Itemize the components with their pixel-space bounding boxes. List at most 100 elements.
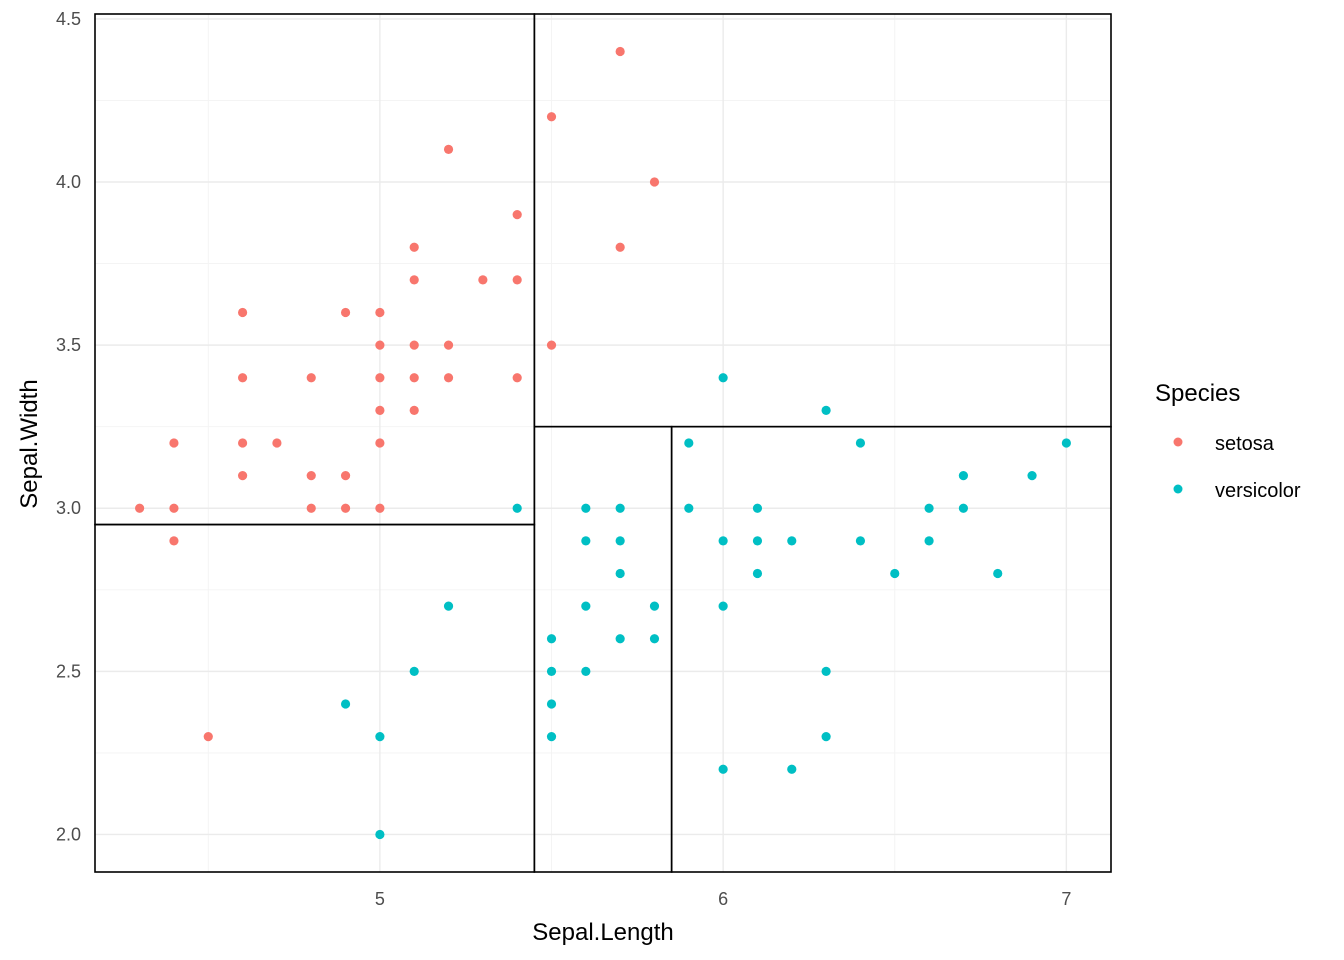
x-tick-label: 5	[375, 889, 385, 909]
data-point-versicolor	[718, 601, 728, 611]
data-point-versicolor	[821, 732, 831, 742]
data-point-versicolor	[546, 699, 557, 709]
data-point-setosa	[237, 471, 248, 481]
data-point-versicolor	[581, 536, 591, 546]
data-point-setosa	[340, 503, 351, 513]
legend-label-setosa: setosa	[1215, 433, 1275, 455]
data-point-setosa	[512, 373, 522, 383]
data-point-setosa	[169, 503, 179, 513]
partition-box-3	[533, 425, 673, 873]
legend-label-versicolor: versicolor	[1215, 480, 1301, 502]
data-point-versicolor	[581, 666, 591, 676]
data-point-setosa	[135, 503, 145, 513]
data-point-setosa	[649, 177, 660, 187]
data-point-versicolor	[684, 503, 694, 513]
y-tick-label: 3.0	[56, 498, 81, 518]
data-point-setosa	[443, 144, 454, 154]
data-point-versicolor	[752, 568, 763, 579]
data-point-setosa	[340, 471, 351, 481]
tick-labels: 5 6 7 2.0 2.5 3.0 3.5 4.0 4.5	[56, 9, 1071, 909]
data-point-versicolor	[375, 829, 385, 840]
data-point-setosa	[443, 340, 454, 350]
data-point-versicolor	[787, 536, 797, 546]
data-point-setosa	[237, 307, 248, 318]
data-point-setosa	[306, 471, 316, 481]
y-tick-label: 3.5	[56, 335, 81, 355]
data-point-setosa	[512, 210, 522, 220]
data-point-versicolor	[546, 634, 557, 644]
data-point-setosa	[375, 405, 385, 415]
data-point-setosa	[478, 275, 488, 285]
data-point-setosa	[169, 536, 179, 546]
x-tick-label: 7	[1061, 889, 1071, 909]
data-point-setosa	[306, 503, 316, 513]
y-tick-label: 4.0	[56, 172, 81, 192]
data-point-setosa	[443, 373, 454, 383]
data-point-setosa	[409, 242, 419, 252]
x-axis-title: Sepal.Length	[532, 919, 673, 946]
data-point-versicolor	[718, 373, 728, 383]
y-axis-title: Sepal.Width	[16, 379, 43, 508]
data-point-versicolor	[684, 438, 694, 448]
data-point-setosa	[512, 275, 522, 285]
data-point-setosa	[306, 373, 316, 383]
data-point-setosa	[615, 242, 625, 252]
data-point-versicolor	[821, 405, 831, 415]
data-point-versicolor	[787, 764, 797, 774]
data-point-versicolor	[340, 699, 351, 709]
data-point-versicolor	[718, 764, 728, 774]
data-point-versicolor	[649, 601, 660, 611]
data-point-versicolor	[1061, 438, 1071, 448]
partition-box-1	[94, 523, 536, 873]
data-point-versicolor	[855, 536, 866, 546]
data-point-versicolor	[958, 503, 969, 513]
data-point-versicolor	[924, 536, 934, 546]
data-point-versicolor	[993, 568, 1003, 579]
data-point-versicolor	[409, 666, 419, 676]
data-point-versicolor	[855, 438, 866, 448]
data-point-versicolor	[958, 471, 969, 481]
y-tick-label: 2.5	[56, 661, 81, 681]
data-point-setosa	[375, 340, 385, 350]
data-point-setosa	[237, 438, 248, 448]
legend: Species setosa versicolor	[1155, 380, 1301, 502]
data-point-setosa	[203, 732, 213, 742]
data-point-setosa	[409, 405, 419, 415]
data-point-versicolor	[615, 536, 625, 546]
data-point-setosa	[237, 373, 248, 383]
data-point-setosa	[272, 438, 282, 448]
data-point-versicolor	[924, 503, 934, 513]
data-point-setosa	[409, 373, 419, 383]
data-point-versicolor	[546, 666, 557, 676]
data-point-setosa	[615, 46, 625, 57]
y-tick-label: 2.0	[56, 824, 81, 844]
data-point-versicolor	[752, 503, 763, 513]
data-point-versicolor	[752, 536, 763, 546]
data-point-setosa	[169, 438, 179, 448]
data-point-setosa	[375, 438, 385, 448]
data-point-versicolor	[615, 568, 625, 579]
data-point-versicolor	[581, 503, 591, 513]
data-point-versicolor	[443, 601, 454, 611]
data-point-versicolor	[615, 503, 625, 513]
data-point-versicolor	[512, 503, 522, 513]
grid-lines	[95, 14, 1111, 872]
legend-key-versicolor	[1173, 484, 1183, 494]
data-point-versicolor	[375, 732, 385, 742]
data-point-setosa	[409, 275, 419, 285]
data-point-versicolor	[1027, 471, 1037, 481]
data-point-setosa	[409, 340, 419, 350]
partition-box-4	[670, 425, 1112, 873]
partition-boxes	[94, 13, 1112, 873]
data-point-versicolor	[890, 568, 900, 579]
data-point-setosa	[546, 112, 557, 122]
data-point-versicolor	[581, 601, 591, 611]
legend-title: Species	[1155, 380, 1240, 407]
data-point-versicolor	[821, 666, 831, 676]
partition-box-2	[533, 13, 1112, 428]
y-tick-label: 4.5	[56, 9, 81, 29]
data-point-setosa	[375, 307, 385, 318]
data-point-setosa	[546, 340, 557, 350]
x-tick-label: 6	[718, 889, 728, 909]
